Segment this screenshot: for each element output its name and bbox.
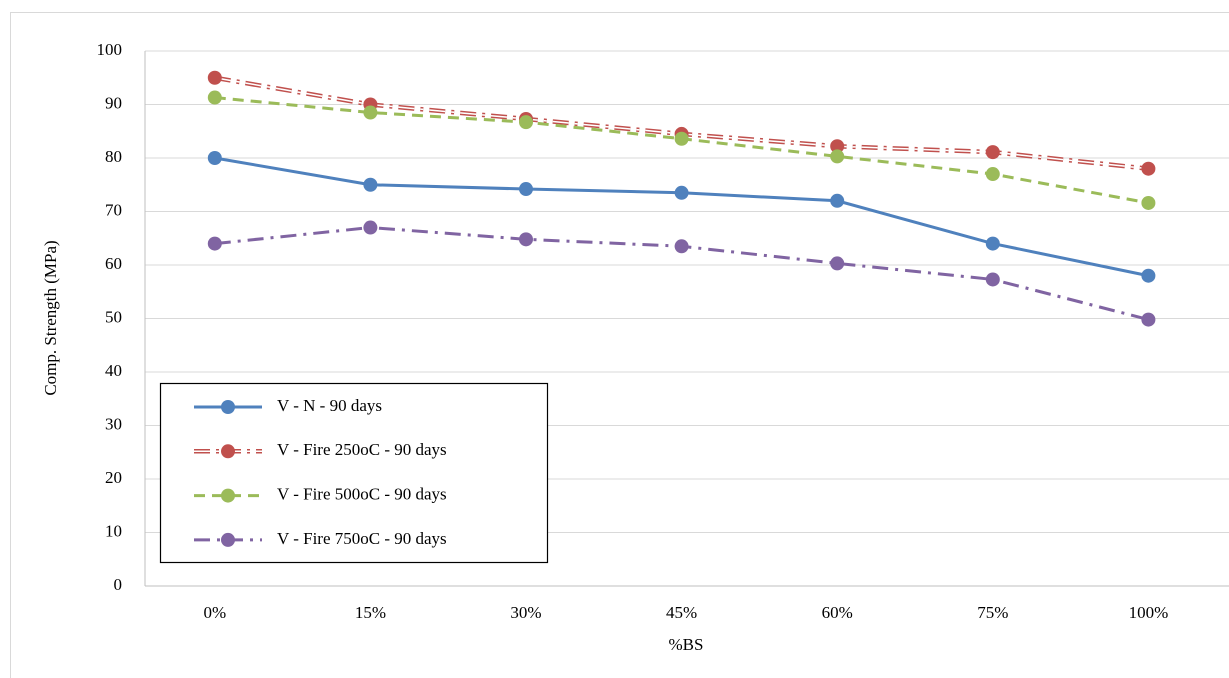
data-point xyxy=(674,239,689,254)
legend-label: V - Fire 500oC - 90 days xyxy=(277,485,447,504)
y-tick-label: 50 xyxy=(105,307,122,326)
data-point xyxy=(207,151,222,165)
y-tick-label: 90 xyxy=(105,93,122,112)
data-point xyxy=(519,182,533,197)
y-axis-label: Comp. Strength (MPa) xyxy=(41,240,60,395)
data-point xyxy=(1141,268,1156,283)
y-tick-label: 30 xyxy=(105,414,122,433)
x-tick-label: 0% xyxy=(203,603,226,622)
y-tick-label: 10 xyxy=(105,521,122,540)
data-point xyxy=(985,167,1000,182)
data-point xyxy=(985,145,1000,160)
legend-marker xyxy=(221,444,235,459)
data-point xyxy=(674,131,689,146)
y-tick-label: 0 xyxy=(114,575,123,594)
data-point xyxy=(830,139,845,154)
legend-marker xyxy=(221,532,235,547)
x-tick-label: 15% xyxy=(355,603,386,622)
data-point xyxy=(519,115,533,130)
y-tick-label: 60 xyxy=(105,254,122,273)
data-point xyxy=(1141,161,1156,176)
x-tick-label: 100% xyxy=(1129,603,1169,622)
data-point xyxy=(830,149,845,164)
legend-box xyxy=(159,382,549,564)
data-point xyxy=(830,193,845,208)
legend-label: V - Fire 250oC - 90 days xyxy=(277,440,447,459)
x-axis-label: %BS xyxy=(669,635,704,654)
data-point xyxy=(1141,312,1156,327)
x-tick-label: 75% xyxy=(977,603,1008,622)
legend-marker xyxy=(221,400,235,414)
y-tick-label: 20 xyxy=(105,468,122,487)
data-point xyxy=(985,236,1000,251)
data-point xyxy=(207,70,222,85)
chart-border xyxy=(10,12,1229,678)
data-point xyxy=(363,105,378,120)
y-tick-label: 40 xyxy=(105,361,122,380)
y-tick-label: 70 xyxy=(105,200,122,219)
legend-label: V - N - 90 days xyxy=(277,396,382,415)
data-point xyxy=(207,236,222,251)
data-point xyxy=(1141,195,1156,210)
x-tick-label: 30% xyxy=(510,603,541,622)
data-point xyxy=(363,177,378,192)
x-tick-label: 45% xyxy=(666,603,697,622)
legend-marker xyxy=(221,488,235,503)
data-point xyxy=(830,256,845,271)
x-tick-label: 60% xyxy=(822,603,853,622)
data-point xyxy=(519,232,533,247)
legend-label: V - Fire 750oC - 90 days xyxy=(277,529,447,548)
y-tick-label: 100 xyxy=(97,40,123,59)
data-point xyxy=(985,272,1000,287)
data-point xyxy=(207,90,222,105)
data-point xyxy=(674,185,689,200)
data-point xyxy=(363,220,378,235)
y-tick-label: 80 xyxy=(105,147,122,166)
